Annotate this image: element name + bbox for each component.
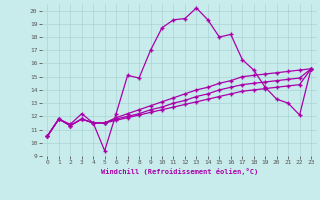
X-axis label: Windchill (Refroidissement éolien,°C): Windchill (Refroidissement éolien,°C)	[100, 168, 258, 175]
